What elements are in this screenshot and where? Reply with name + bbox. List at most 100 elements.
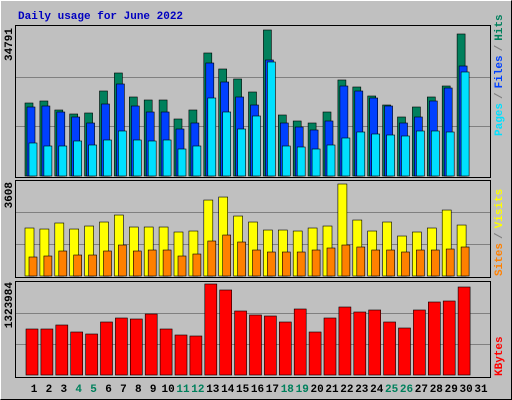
bar <box>326 144 336 177</box>
bar <box>427 301 441 376</box>
bar <box>457 286 471 376</box>
legend: Sites / Visits <box>494 189 506 276</box>
x-tick-label: 31 <box>474 384 488 396</box>
bar <box>237 241 246 277</box>
x-tick-label: 24 <box>370 384 384 396</box>
bar <box>234 310 247 376</box>
bar <box>356 246 366 277</box>
bar <box>147 140 157 177</box>
bar <box>311 249 321 277</box>
bar <box>460 246 470 277</box>
x-tick-label: 21 <box>325 384 339 396</box>
bar <box>237 128 246 177</box>
bar <box>401 135 410 177</box>
bar <box>177 255 187 277</box>
legend-entry: Files <box>494 55 506 88</box>
x-tick-label: 1 <box>31 384 38 396</box>
bar <box>222 111 231 177</box>
bar <box>207 97 217 177</box>
x-tick-label: 12 <box>191 384 204 396</box>
legend: Pages / Files / Hits <box>494 14 506 136</box>
x-tick-label: 20 <box>310 384 323 396</box>
x-tick-label: 17 <box>266 384 279 396</box>
bar <box>162 139 172 177</box>
x-tick-label: 8 <box>135 384 142 396</box>
bar <box>73 254 82 277</box>
bar <box>249 314 262 376</box>
bar <box>386 134 395 177</box>
bar <box>147 249 157 277</box>
bar <box>460 71 470 177</box>
legend-separator: / <box>494 92 506 99</box>
bar <box>308 331 322 376</box>
bar <box>416 249 425 277</box>
x-tick-label: 10 <box>161 384 174 396</box>
legend-entry: KBytes <box>494 336 506 376</box>
x-tick-label: 16 <box>251 384 264 396</box>
bar <box>130 318 143 376</box>
bar <box>353 311 367 376</box>
y-tick-label: 34791 <box>4 28 16 61</box>
x-tick-label: 19 <box>296 384 309 396</box>
bar <box>55 324 69 376</box>
bar <box>189 335 203 376</box>
legend: KBytes <box>494 336 506 376</box>
bar <box>207 240 217 277</box>
bar <box>28 256 38 277</box>
bar <box>252 115 261 177</box>
x-tick-label: 5 <box>90 384 97 396</box>
bar <box>58 145 68 177</box>
bar <box>88 144 97 177</box>
bar <box>115 317 128 376</box>
bar <box>73 140 82 177</box>
x-tick-label: 11 <box>176 384 190 396</box>
bar <box>296 251 306 277</box>
bar <box>398 327 411 376</box>
bar <box>85 333 98 376</box>
x-tick-label: 13 <box>206 384 220 396</box>
bar <box>267 251 276 277</box>
bar <box>133 250 142 277</box>
bar <box>296 146 306 177</box>
bar <box>293 308 307 376</box>
bar <box>386 249 395 277</box>
bar <box>356 131 366 177</box>
bar <box>58 250 68 277</box>
bar <box>430 249 440 277</box>
bar <box>219 289 232 376</box>
bar <box>40 328 54 376</box>
bar <box>252 249 261 277</box>
x-tick-label: 7 <box>120 384 127 396</box>
legend-entry: Hits <box>494 14 506 40</box>
bar <box>118 244 127 277</box>
x-tick-label: 4 <box>75 384 82 396</box>
bar <box>368 309 382 376</box>
bar <box>281 145 291 177</box>
bar <box>341 137 351 177</box>
bar <box>177 148 187 177</box>
bar <box>103 250 112 277</box>
x-tick-label: 14 <box>221 384 235 396</box>
bar <box>278 321 292 376</box>
bar <box>192 253 202 277</box>
bar <box>28 142 38 177</box>
bar <box>222 234 231 277</box>
x-tick-label: 25 <box>385 384 399 396</box>
bar <box>133 139 142 177</box>
bar <box>413 309 426 376</box>
bar <box>118 130 127 177</box>
bar <box>204 283 218 376</box>
bar <box>442 300 456 376</box>
bar <box>445 131 455 177</box>
bar <box>100 321 113 376</box>
bar <box>103 139 112 177</box>
legend-entry: Visits <box>494 189 506 229</box>
y-tick-label: 3608 <box>4 182 16 209</box>
x-tick-label: 2 <box>46 384 53 396</box>
legend-separator: / <box>494 44 506 51</box>
y-tick-label: 1323984 <box>4 282 16 329</box>
bar <box>281 251 291 277</box>
x-tick-label: 28 <box>430 384 444 396</box>
x-tick-label: 22 <box>340 384 353 396</box>
